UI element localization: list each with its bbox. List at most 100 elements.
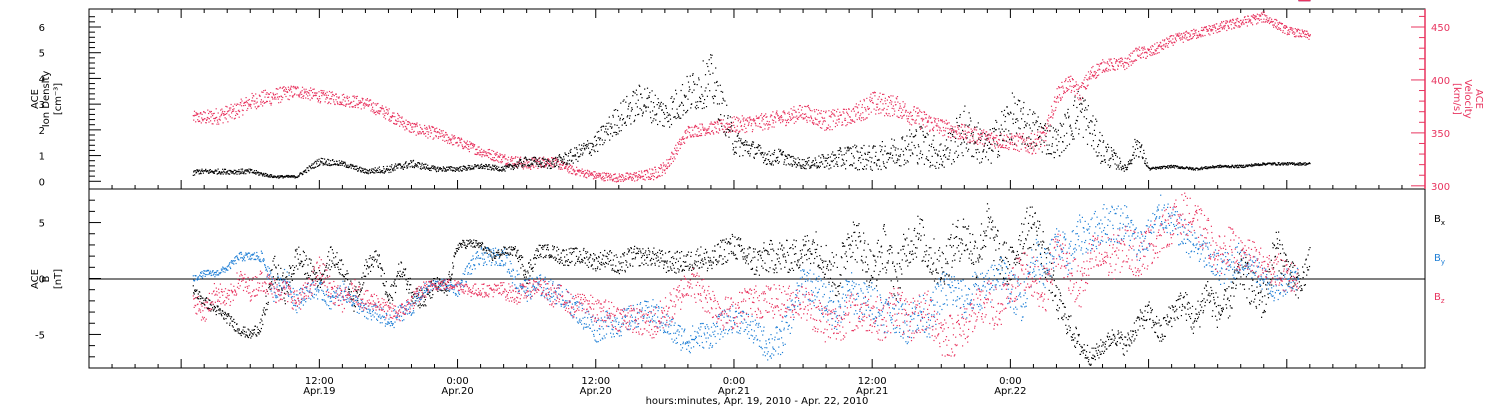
velocity-point <box>225 118 227 120</box>
velocity-point <box>267 96 269 98</box>
velocity-point <box>657 171 659 173</box>
velocity-point <box>1189 33 1191 35</box>
velocity-point <box>478 146 480 148</box>
density-point <box>263 172 265 174</box>
velocity-point <box>638 170 640 172</box>
density-point <box>1070 134 1072 136</box>
density-point <box>1052 127 1054 129</box>
density-point <box>318 158 320 160</box>
velocity-point <box>790 119 793 121</box>
velocity-point <box>696 135 699 137</box>
density-point <box>860 147 862 149</box>
density-point <box>570 160 573 162</box>
density-point <box>804 161 807 163</box>
density-point <box>361 169 363 171</box>
density-point <box>293 175 295 177</box>
density-point <box>338 160 340 162</box>
density-point <box>815 159 817 161</box>
density-point <box>769 161 771 163</box>
density-point <box>790 163 792 165</box>
velocity-point <box>209 111 211 113</box>
velocity-point <box>442 130 444 132</box>
density-point <box>269 176 271 178</box>
velocity-point <box>493 157 495 159</box>
density-point <box>954 152 956 154</box>
density-point <box>658 107 660 109</box>
velocity-point <box>283 86 285 88</box>
density-point <box>520 159 522 161</box>
velocity-point <box>628 178 630 180</box>
velocity-point <box>307 95 309 97</box>
velocity-point <box>1140 57 1142 59</box>
velocity-point <box>781 119 783 121</box>
density-point <box>757 147 759 149</box>
velocity-point <box>665 165 667 168</box>
velocity-point <box>1095 77 1097 79</box>
velocity-point <box>950 131 953 133</box>
velocity-point <box>385 106 387 108</box>
density-point <box>467 164 469 167</box>
density-point <box>989 129 991 131</box>
velocity-point <box>856 106 858 108</box>
velocity-point <box>1304 33 1306 35</box>
density-point <box>794 162 796 164</box>
density-point <box>261 174 263 176</box>
velocity-point <box>274 93 277 96</box>
velocity-point <box>1147 49 1149 51</box>
density-point <box>656 104 658 106</box>
density-point <box>441 170 444 172</box>
density-point <box>807 164 809 166</box>
velocity-point <box>887 105 889 107</box>
velocity-point <box>470 142 472 144</box>
velocity-point <box>701 123 703 125</box>
density-point <box>953 131 955 133</box>
density-point <box>679 104 681 106</box>
velocity-point <box>870 93 872 95</box>
velocity-point <box>420 126 422 129</box>
density-point <box>844 147 846 149</box>
velocity-point <box>426 126 428 128</box>
velocity-point <box>1048 114 1050 116</box>
velocity-point <box>322 93 324 95</box>
velocity-point <box>900 111 903 113</box>
velocity-point <box>627 177 629 179</box>
velocity-point <box>954 136 956 138</box>
velocity-point <box>809 120 811 122</box>
velocity-point <box>273 98 275 100</box>
velocity-point <box>1182 37 1184 39</box>
density-point <box>317 160 319 162</box>
velocity-point <box>1258 18 1260 20</box>
density-point <box>888 152 890 154</box>
velocity-point <box>503 156 505 158</box>
density-point <box>364 168 366 170</box>
velocity-point <box>313 88 315 90</box>
density-point <box>239 171 241 173</box>
density-point <box>425 166 427 168</box>
velocity-point <box>1152 54 1154 56</box>
velocity-point <box>1028 137 1030 139</box>
velocity-point <box>1290 28 1292 31</box>
velocity-point <box>1041 127 1043 129</box>
velocity-point <box>932 130 934 132</box>
velocity-point <box>240 102 242 104</box>
density-point <box>702 60 704 62</box>
density-point <box>1034 112 1036 115</box>
velocity-point <box>790 108 792 110</box>
velocity-point <box>490 153 492 156</box>
density-point <box>1058 141 1060 143</box>
velocity-point <box>1168 40 1170 42</box>
velocity-point <box>1105 68 1107 70</box>
velocity-point <box>1238 21 1240 23</box>
velocity-point <box>1189 35 1192 37</box>
velocity-point <box>889 115 891 117</box>
velocity-point <box>543 162 545 164</box>
velocity-point <box>197 113 199 115</box>
velocity-point <box>767 123 770 125</box>
velocity-point <box>1038 136 1040 138</box>
velocity-point <box>366 99 368 101</box>
velocity-point <box>388 119 390 121</box>
density-point <box>1074 122 1077 124</box>
density-point <box>585 145 587 147</box>
velocity-point <box>956 130 958 132</box>
velocity-point <box>916 107 918 109</box>
